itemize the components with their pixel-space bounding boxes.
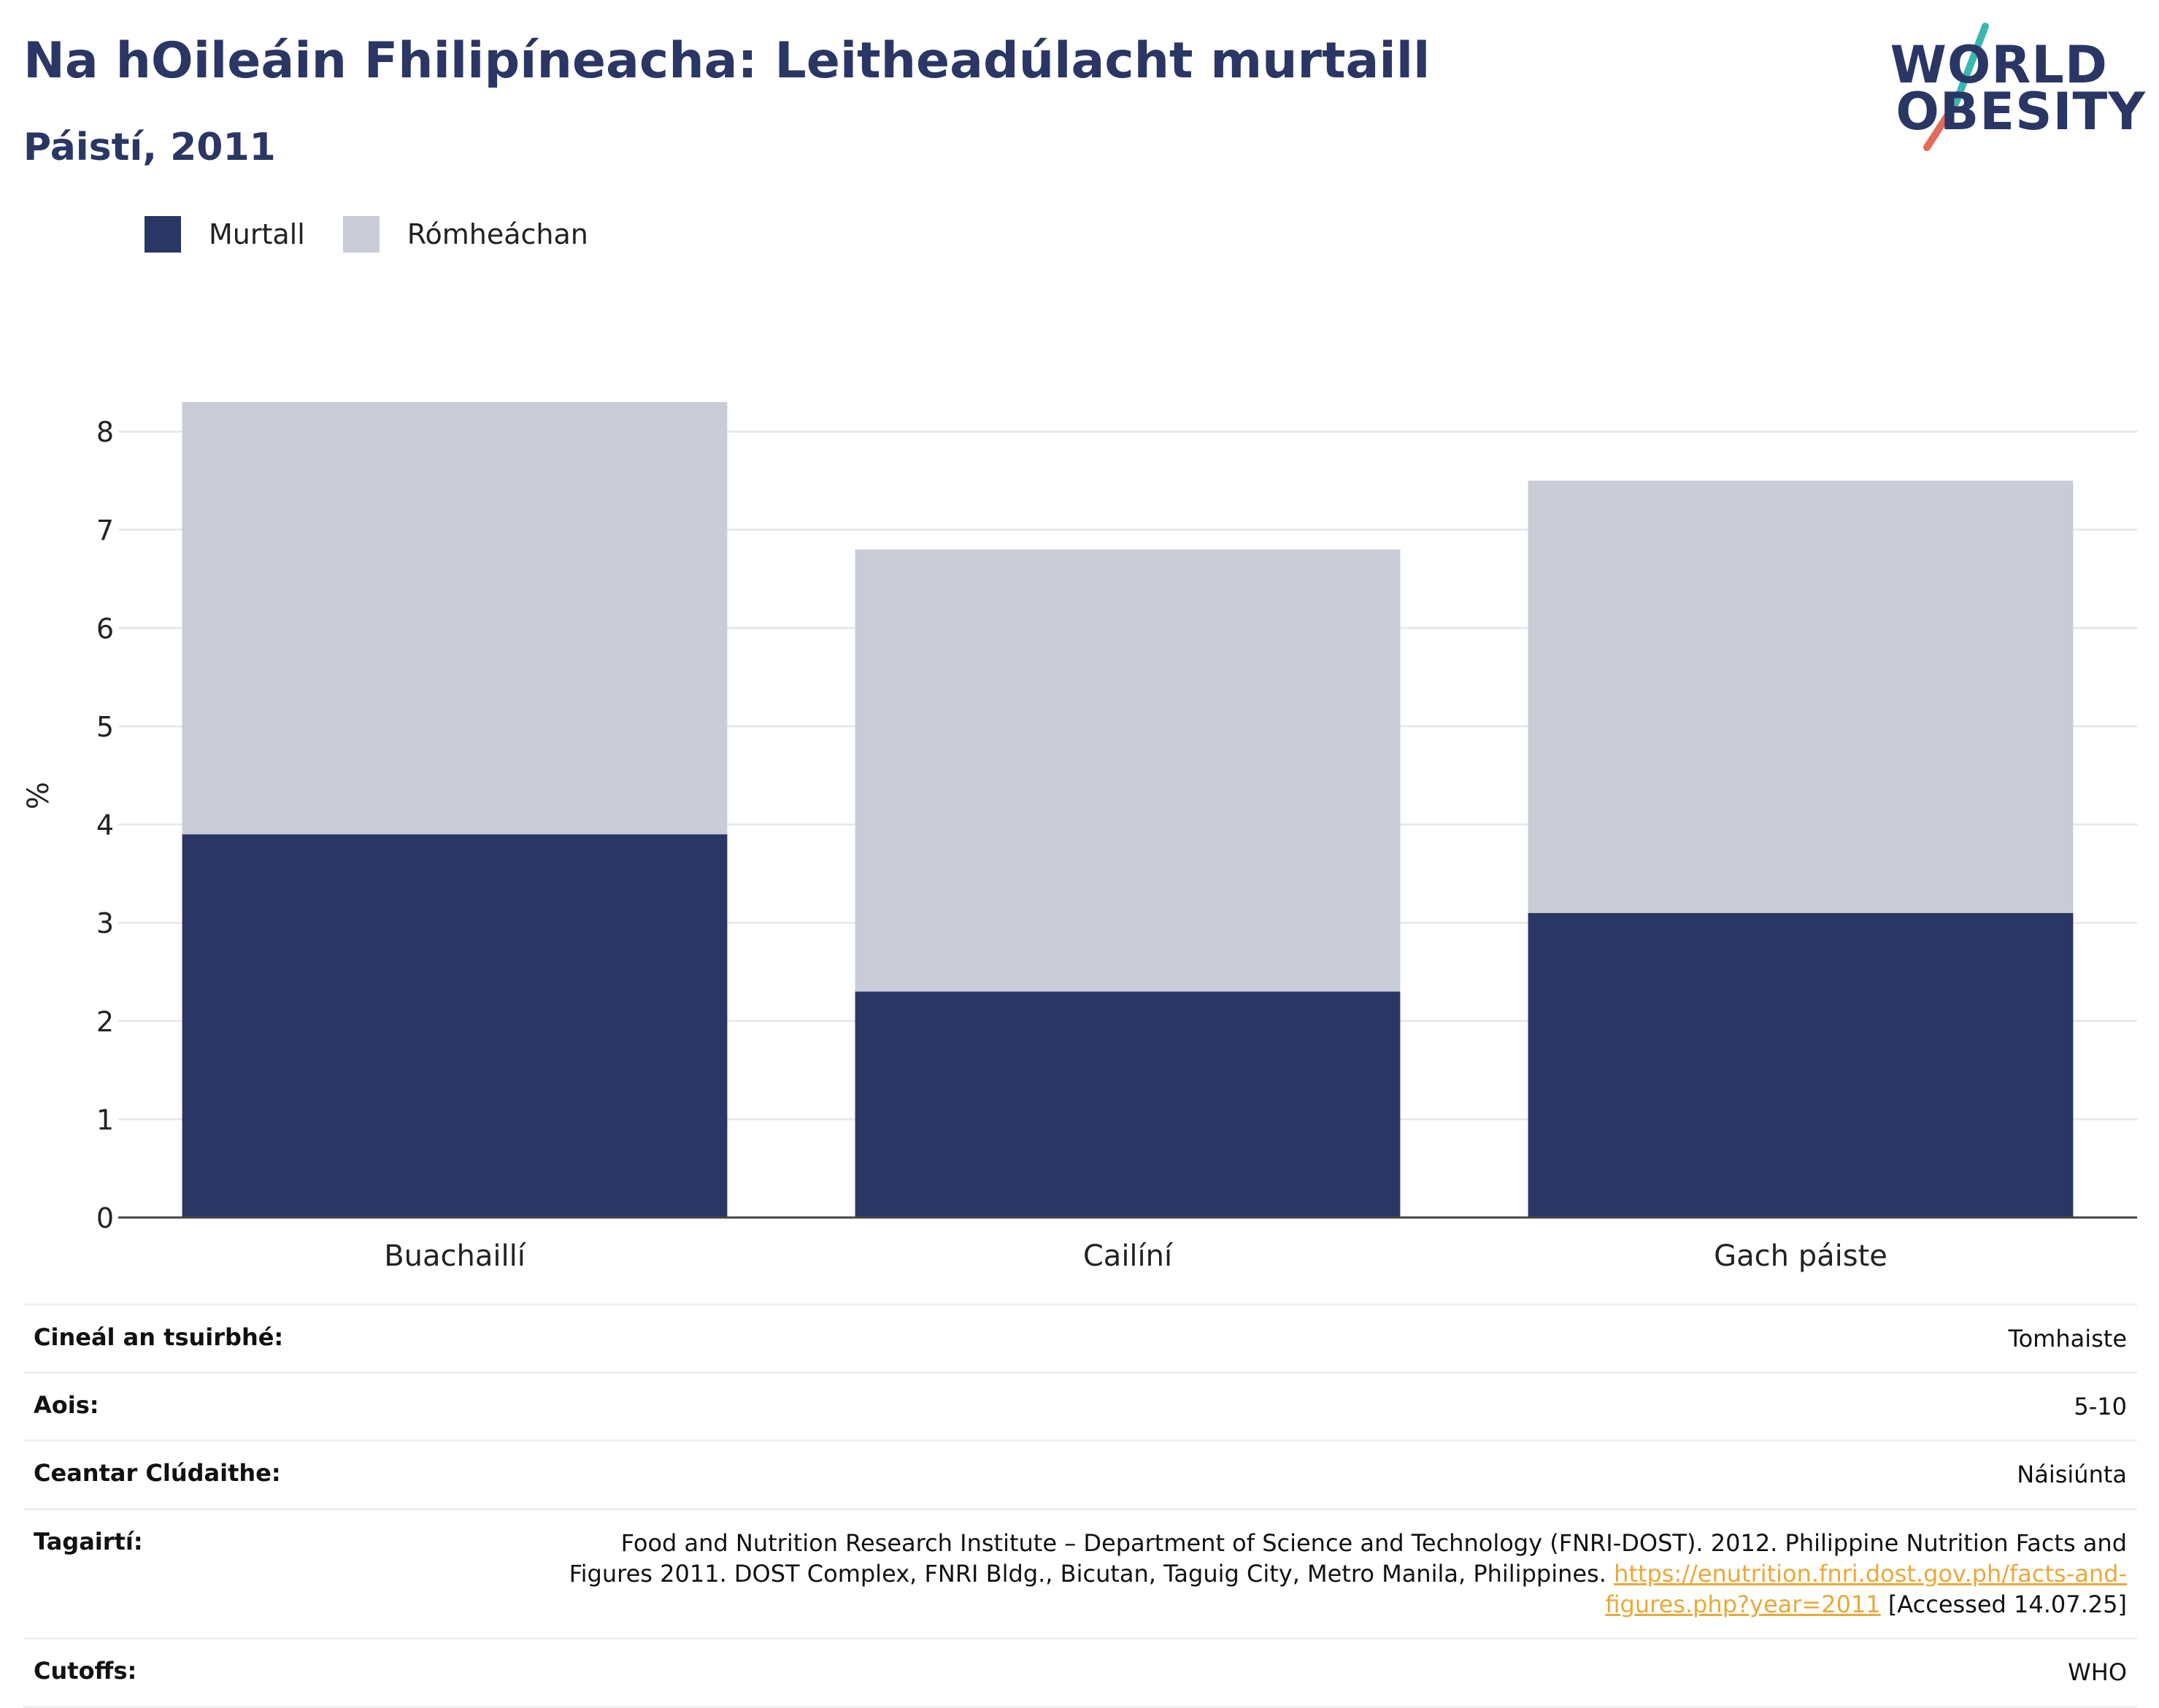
- bar-overweight: [182, 401, 728, 835]
- meta-value: WHO: [2068, 1658, 2127, 1687]
- bar-chart: 0 1 2 3 4 5 6 7 8 Buachaillí Cailíní Gach páiste %: [22, 401, 2137, 1273]
- page-title: Na hOileáin Fhilipíneacha: Leitheadúlach…: [23, 32, 1431, 90]
- meta-row-age: Aois: 5-10: [23, 1372, 2137, 1439]
- meta-label: Ceantar Clúdaithe:: [34, 1459, 281, 1488]
- logo-line-2: OBESITY: [1896, 82, 2146, 142]
- meta-value: Tomhaiste: [2008, 1325, 2127, 1353]
- reference-text: Food and Nutrition Research Institute – …: [569, 1528, 2127, 1588]
- legend-item-overweight: Rómheáchan: [342, 216, 588, 253]
- y-tick-label: 2: [96, 1006, 114, 1038]
- meta-value: 5-10: [2074, 1393, 2127, 1421]
- logo-line-1: WORLD: [1890, 35, 2108, 95]
- meta-row-area: Ceantar Clúdaithe: Náisiúnta: [23, 1439, 2137, 1507]
- reference-accessed: [Accessed 14.07.25]: [1887, 1590, 2127, 1619]
- world-obesity-logo: WORLD OBESITY: [1890, 22, 2146, 153]
- meta-label: Cineál an tsuirbhé:: [34, 1323, 284, 1351]
- bar-overweight: [855, 549, 1401, 992]
- x-tick-label: Gach páiste: [1714, 1239, 1887, 1273]
- metadata-table: Cineál an tsuirbhé: Tomhaiste Aois: 5-10…: [23, 1304, 2137, 1708]
- legend-label-overweight: Rómheáchan: [407, 218, 588, 250]
- bar-overweight: [1528, 480, 2074, 913]
- y-tick-label: 4: [96, 809, 114, 842]
- bar-obese: [182, 834, 728, 1217]
- meta-row-survey-type: Cineál an tsuirbhé: Tomhaiste: [23, 1304, 2137, 1372]
- meta-row-cutoffs: Cutoffs: WHO: [23, 1637, 2137, 1708]
- reference-link[interactable]: https://enutrition.fnri.dost.gov.ph/fact…: [1605, 1559, 2127, 1619]
- legend-item-obese: Murtall: [145, 216, 305, 253]
- legend-swatch-overweight: [342, 216, 380, 253]
- y-tick-label: 0: [96, 1202, 114, 1234]
- legend-swatch-obese: [145, 216, 181, 253]
- y-axis-label: %: [22, 782, 55, 809]
- y-tick-label: 7: [96, 515, 114, 547]
- bar-obese: [1528, 912, 2074, 1217]
- legend-label-obese: Murtall: [209, 218, 305, 250]
- y-tick-label: 5: [96, 711, 114, 743]
- meta-row-references: Tagairtí: Food and Nutrition Research In…: [23, 1507, 2137, 1638]
- y-tick-label: 3: [96, 907, 114, 939]
- y-tick-label: 6: [96, 612, 114, 645]
- chart-legend: Murtall Rómheáchan: [145, 216, 626, 253]
- logo-slash-icon: [1923, 23, 1989, 151]
- y-tick-label: 1: [96, 1104, 114, 1136]
- meta-value: Náisiúnta: [2017, 1461, 2127, 1489]
- meta-label: Cutoffs:: [34, 1657, 137, 1685]
- x-tick-label: Cailíní: [1083, 1239, 1174, 1273]
- meta-value-references: Food and Nutrition Research Institute – …: [558, 1528, 2127, 1620]
- bar-obese: [855, 991, 1401, 1217]
- meta-label: Aois:: [34, 1391, 99, 1420]
- x-tick-label: Buachaillí: [384, 1239, 527, 1273]
- y-tick-label: 8: [96, 416, 114, 448]
- page-subtitle: Páistí, 2011: [23, 126, 276, 169]
- meta-label: Tagairtí:: [34, 1527, 143, 1555]
